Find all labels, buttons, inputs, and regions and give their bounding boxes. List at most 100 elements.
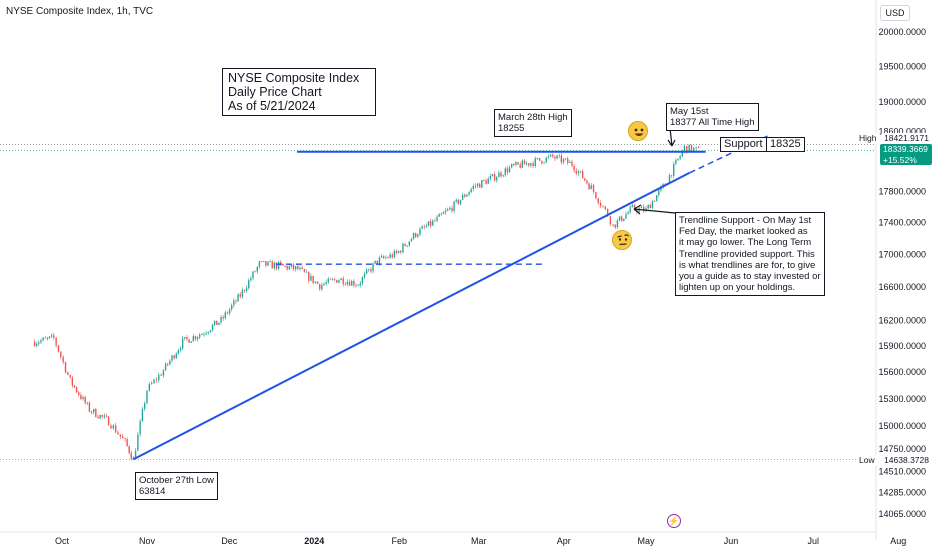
candle-body <box>556 155 558 159</box>
candle-body <box>177 350 180 354</box>
candle-body <box>128 446 130 454</box>
y-tick-label: 16600.0000 <box>878 282 926 292</box>
candle-body <box>97 416 99 419</box>
candle-body <box>314 281 317 284</box>
candle-body <box>284 265 286 267</box>
trendline-note-line: Fed Day, the market looked as <box>679 226 808 238</box>
candle-body <box>625 214 627 219</box>
candle-body <box>42 337 44 341</box>
candle-body <box>134 450 137 458</box>
candle-body <box>453 201 455 212</box>
candle-body <box>316 281 319 284</box>
candle-body <box>620 216 623 221</box>
candle-body <box>99 414 101 419</box>
candle-body <box>53 335 55 338</box>
candle-body <box>464 194 466 197</box>
candle-body <box>299 267 301 270</box>
candle-body <box>241 289 244 297</box>
candle-body <box>440 213 443 215</box>
candle-body <box>457 199 460 204</box>
candle-body <box>633 204 636 210</box>
support-value: 18325 <box>766 137 805 152</box>
candle-body <box>310 275 312 281</box>
candle-body <box>387 257 389 259</box>
candle-body <box>609 216 612 225</box>
candle-body <box>258 261 261 267</box>
currency-button[interactable]: USD <box>880 5 910 21</box>
candle-body <box>647 204 649 209</box>
candle-body <box>80 394 82 399</box>
candle-body <box>406 245 408 247</box>
candle-body <box>470 188 472 193</box>
chart-header-title: NYSE Composite Index, 1h, TVC <box>6 6 154 17</box>
y-tick-label: 15900.0000 <box>878 341 926 351</box>
candle-body <box>476 183 479 187</box>
candle-body <box>513 163 515 166</box>
candle-body <box>515 162 517 166</box>
candle-body <box>139 421 141 435</box>
candle-body <box>344 284 347 285</box>
candle-body <box>421 226 423 229</box>
candle-body <box>64 362 67 373</box>
lightning-icon[interactable]: ⚡ <box>667 514 681 528</box>
candle-body <box>209 330 212 333</box>
october-low-value: 63814 <box>139 486 166 497</box>
candle-body <box>391 254 393 258</box>
candle-body <box>222 317 224 319</box>
title-line-2: Daily Price Chart <box>228 85 322 99</box>
candle-body <box>84 396 86 404</box>
candle-body <box>218 322 220 325</box>
last-change-value: +15.52% <box>883 155 917 165</box>
candle-body <box>508 167 511 173</box>
trendline-note-line: lighten up on your holdings. <box>679 282 796 294</box>
candle-body <box>627 212 629 215</box>
candle-body <box>173 355 175 359</box>
candle-body <box>575 170 577 174</box>
candle-body <box>321 284 323 290</box>
candle-body <box>144 403 146 409</box>
candle-body <box>361 277 364 284</box>
candle-body <box>451 207 453 212</box>
candle-body <box>260 261 263 263</box>
candle-body <box>363 273 366 278</box>
candle-body <box>616 220 619 228</box>
y-tick-label: 17800.0000 <box>878 187 926 197</box>
candle-body <box>230 305 233 310</box>
candle-body <box>528 163 530 166</box>
candle-body <box>489 176 492 179</box>
candle-body <box>532 163 534 167</box>
x-tick-label: Aug <box>890 536 906 546</box>
candle-body <box>506 168 509 173</box>
candle-body <box>455 199 457 202</box>
candle-body <box>374 260 376 264</box>
candle-body <box>103 415 106 417</box>
y-tick-label: 19000.0000 <box>878 97 926 107</box>
candle-body <box>693 148 695 152</box>
x-tick-label: Dec <box>221 536 238 546</box>
candle-body <box>571 161 573 166</box>
candle-body <box>444 210 447 213</box>
candle-body <box>359 283 361 286</box>
candle-body <box>184 337 186 339</box>
candle-body <box>446 209 449 211</box>
candle-body <box>606 209 609 217</box>
candle-body <box>112 425 115 429</box>
candle-body <box>383 256 385 259</box>
candle-body <box>151 383 153 385</box>
candle-body <box>679 156 681 159</box>
candle-body <box>438 213 440 217</box>
candle-body <box>372 263 374 272</box>
candle-body <box>169 360 171 365</box>
candles-group <box>33 144 700 461</box>
candle-body <box>190 341 192 343</box>
candle-body <box>235 300 237 302</box>
candle-body <box>569 161 571 164</box>
candle-body <box>119 434 122 437</box>
trendline-note-arrow <box>633 204 676 215</box>
low-label: Low <box>856 455 880 466</box>
candle-body <box>487 178 489 184</box>
candle-body <box>280 262 282 264</box>
candle-body <box>338 280 340 283</box>
candle-body <box>485 180 487 184</box>
